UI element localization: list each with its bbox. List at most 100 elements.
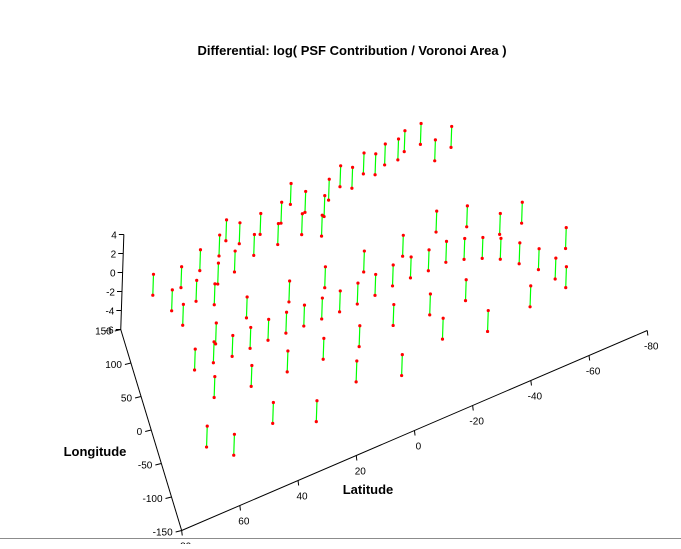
data-marker-base xyxy=(194,299,198,303)
data-marker xyxy=(304,189,308,194)
latitude-tick-label: 20 xyxy=(355,467,367,478)
data-marker xyxy=(392,302,396,307)
data-marker-base xyxy=(338,185,342,189)
data-stem xyxy=(429,293,431,315)
data-stem xyxy=(466,205,468,227)
data-marker xyxy=(218,233,222,237)
data-marker-base xyxy=(284,331,288,335)
data-marker-base xyxy=(151,293,155,297)
data-stem xyxy=(215,322,217,344)
data-marker-base xyxy=(321,357,325,361)
data-marker xyxy=(400,353,404,357)
data-marker xyxy=(289,181,293,186)
data-marker xyxy=(564,265,569,269)
latitude-tick xyxy=(297,480,300,486)
data-marker xyxy=(180,265,184,269)
latitude-tick xyxy=(181,530,183,536)
data-marker-base xyxy=(279,221,283,225)
latitude-tick-label: 0 xyxy=(416,442,422,453)
data-marker xyxy=(233,249,237,253)
data-stem xyxy=(434,139,436,161)
data-marker xyxy=(362,151,366,155)
data-marker-base xyxy=(302,324,306,328)
data-stem xyxy=(259,213,262,235)
data-stem xyxy=(225,219,228,241)
longitude-tick-label: -100 xyxy=(142,494,162,505)
data-marker-base xyxy=(287,300,291,304)
data-marker xyxy=(300,212,304,216)
markers-group xyxy=(151,121,569,457)
data-marker-base xyxy=(266,338,270,342)
data-marker xyxy=(391,263,395,267)
latitude-tick xyxy=(646,330,649,336)
data-marker-base xyxy=(396,158,400,162)
data-marker-base xyxy=(230,354,234,358)
data-marker xyxy=(450,124,454,129)
data-stem xyxy=(564,227,567,249)
data-marker-base xyxy=(212,303,216,307)
data-marker-base xyxy=(179,285,183,290)
data-stem xyxy=(323,195,326,217)
data-marker-base xyxy=(337,310,342,314)
data-marker xyxy=(358,324,362,328)
data-marker xyxy=(355,359,359,363)
data-marker xyxy=(444,239,449,243)
data-marker xyxy=(465,204,469,208)
data-marker xyxy=(350,165,355,169)
data-marker xyxy=(213,282,217,286)
data-stem xyxy=(450,126,453,148)
data-marker xyxy=(232,432,237,436)
data-marker-base xyxy=(426,269,430,273)
data-marker xyxy=(554,256,558,260)
data-marker xyxy=(249,325,253,330)
data-stem xyxy=(384,144,386,165)
data-marker xyxy=(481,235,485,240)
data-stem xyxy=(409,256,412,278)
data-stem xyxy=(233,434,236,456)
data-marker xyxy=(486,308,490,313)
data-marker xyxy=(374,272,378,277)
data-marker-base xyxy=(314,420,318,424)
data-marker xyxy=(338,289,342,293)
data-stem xyxy=(363,251,365,272)
data-stem xyxy=(320,215,323,237)
data-stem xyxy=(374,274,377,296)
data-marker-base xyxy=(303,210,307,214)
data-stem xyxy=(212,341,215,363)
data-stem xyxy=(195,280,198,302)
data-marker xyxy=(396,137,401,141)
data-stem xyxy=(499,238,502,260)
data-stem xyxy=(193,349,196,371)
data-marker xyxy=(428,292,432,296)
data-marker-base xyxy=(536,268,541,272)
z-tick-label: -4 xyxy=(105,307,114,318)
x-axis-title: Latitude xyxy=(343,482,394,497)
data-stem xyxy=(521,202,523,224)
data-stem xyxy=(303,305,306,327)
data-stem xyxy=(213,376,216,398)
data-marker xyxy=(374,152,378,156)
data-marker-base xyxy=(276,242,280,247)
data-marker xyxy=(267,317,271,321)
data-marker xyxy=(280,200,284,204)
data-stem xyxy=(289,183,292,205)
data-marker xyxy=(356,281,360,285)
data-marker-base xyxy=(553,277,557,281)
data-stem xyxy=(419,123,422,145)
data-marker xyxy=(320,296,324,300)
data-stem xyxy=(152,274,155,296)
data-marker-base xyxy=(362,270,366,274)
data-marker-base xyxy=(271,421,275,425)
data-stem xyxy=(301,213,303,235)
data-marker-base xyxy=(449,145,453,149)
data-stem xyxy=(565,266,568,288)
data-stem xyxy=(218,235,221,256)
data-marker-base xyxy=(400,373,404,378)
data-stem xyxy=(362,152,365,174)
data-stem xyxy=(217,263,220,285)
data-marker-base xyxy=(528,305,532,309)
data-stem xyxy=(249,327,252,349)
data-marker-base xyxy=(248,346,252,350)
data-marker-base xyxy=(462,257,466,261)
